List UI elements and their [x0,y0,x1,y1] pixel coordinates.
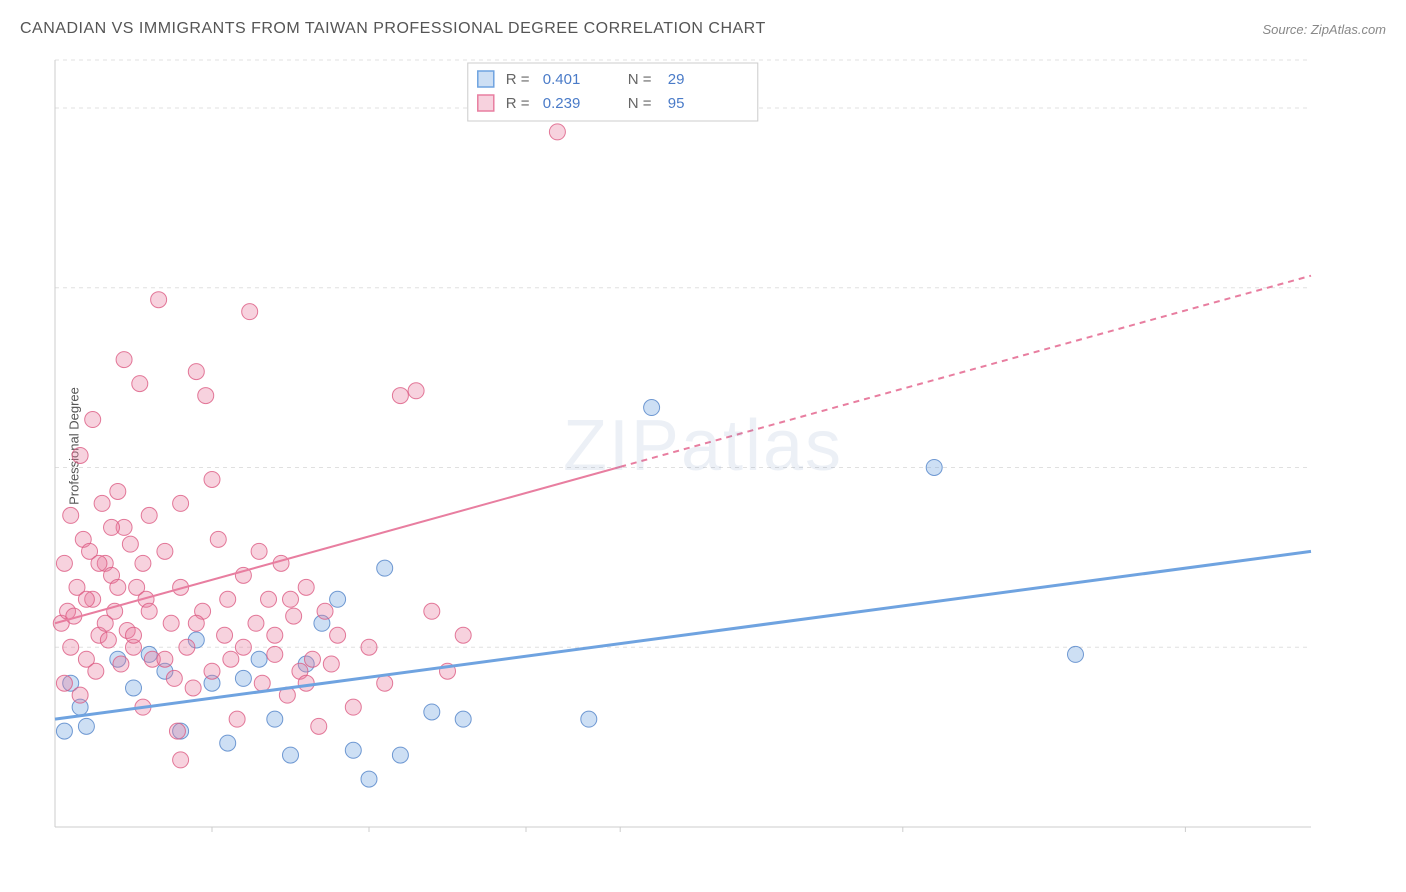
svg-text:R =: R = [506,95,530,112]
svg-text:N =: N = [628,71,652,88]
svg-text:N =: N = [628,95,652,112]
svg-text:29: 29 [668,71,685,88]
scatter-chart: 7.5%15.0%22.5%30.0%0.0%40.0%R =0.401N =2… [50,55,1316,832]
svg-text:0.239: 0.239 [543,95,581,112]
svg-text:R =: R = [506,71,530,88]
svg-text:95: 95 [668,95,685,112]
source-attribution: Source: ZipAtlas.com [1262,22,1386,37]
svg-text:0.401: 0.401 [543,71,581,88]
chart-area: 7.5%15.0%22.5%30.0%0.0%40.0%R =0.401N =2… [50,55,1316,832]
chart-title: CANADIAN VS IMMIGRANTS FROM TAIWAN PROFE… [20,20,766,38]
